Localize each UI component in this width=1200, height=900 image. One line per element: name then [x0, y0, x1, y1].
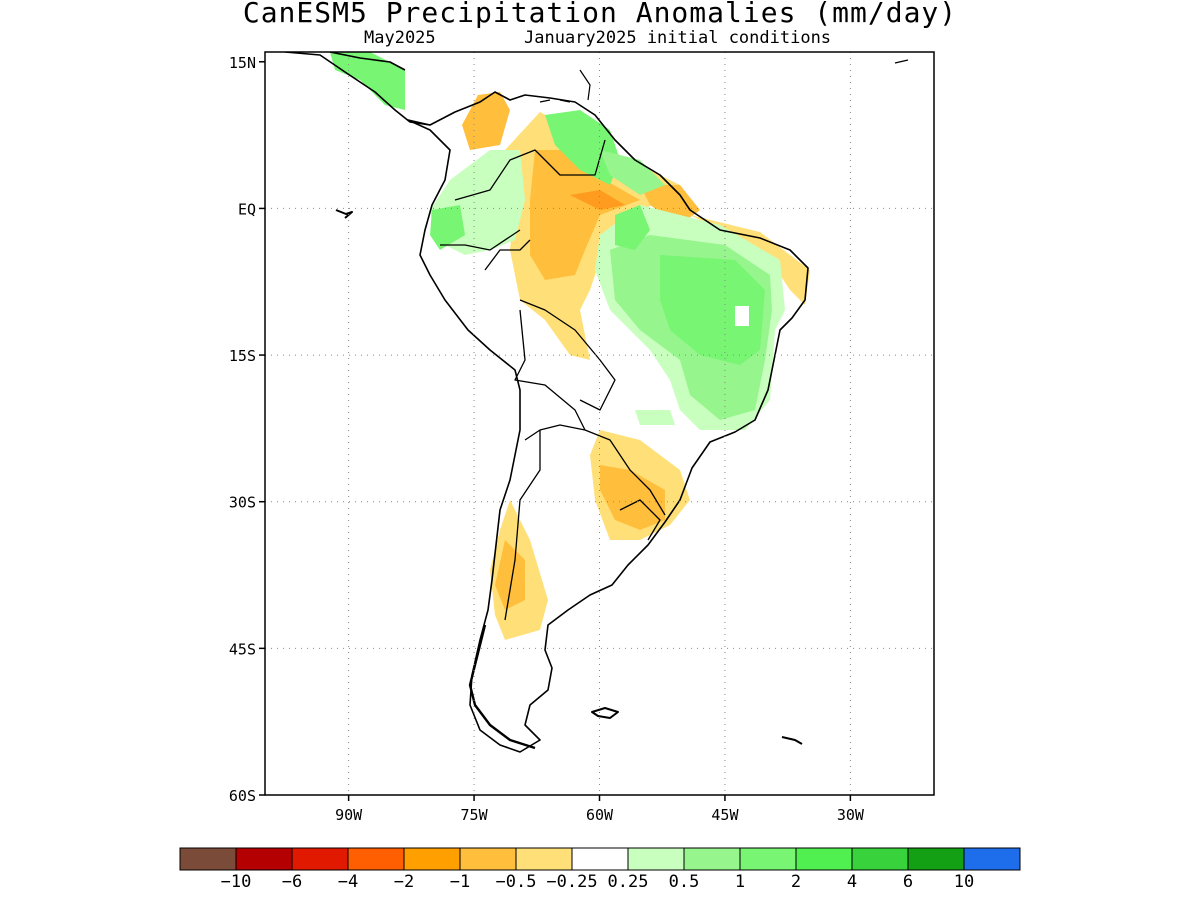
map-area	[284, 52, 909, 753]
colorbar-label: −6	[282, 872, 302, 892]
initial-conditions: January2025 initial conditions	[524, 28, 832, 48]
dry-anomaly-ne-coast	[690, 215, 810, 305]
south-america-coastline	[407, 91, 809, 753]
colorbar-label: 6	[903, 872, 913, 892]
lat-tick-label: 60S	[229, 787, 256, 805]
wet-anomaly-paraguay	[635, 410, 675, 425]
colorbar-label: 0.5	[669, 872, 700, 892]
longitude-labels: 90W 75W 60W 45W 30W	[335, 795, 865, 824]
colorbar-swatch	[627, 847, 685, 871]
anomaly-fields	[330, 52, 810, 640]
chilean-fjords	[468, 624, 536, 750]
colorbar-swatch	[459, 847, 517, 871]
colorbar-label: 2	[791, 872, 801, 892]
dry-anomaly-amapa	[640, 185, 700, 225]
colorbar-swatch	[851, 847, 909, 871]
dry-anomaly-colombia	[462, 92, 510, 150]
wet-anomaly-central-america	[330, 52, 405, 110]
colorbar-swatch	[179, 847, 237, 871]
colorbar-label: −1	[450, 872, 470, 892]
galapagos	[335, 209, 353, 219]
moderate-dry-anomaly	[530, 150, 640, 280]
wet-anomaly-ecuador	[430, 205, 465, 250]
caribbean-islands	[539, 59, 909, 103]
colorbar-swatch	[235, 847, 293, 871]
colorbar-label: −10	[221, 872, 252, 892]
colorbar-swatch	[291, 847, 349, 871]
wet-anomaly-brazil-core	[660, 255, 765, 365]
lon-tick-label: 75W	[461, 806, 489, 824]
colorbar: −10 −6 −4 −2 −1 −0.5 −0.25 0.25 0.5 1 2 4 6 10	[179, 847, 1021, 892]
lon-tick-label: 30W	[837, 806, 865, 824]
coastlines	[284, 52, 909, 753]
wet-anomaly-suriname	[600, 150, 665, 195]
lat-tick-label: 15S	[229, 347, 256, 365]
lon-tick-label: 90W	[335, 806, 363, 824]
colorbar-swatch	[907, 847, 965, 871]
colorbar-label: 10	[954, 872, 974, 892]
lat-tick-label: 30S	[229, 494, 256, 512]
neutral-patch	[735, 306, 749, 326]
colorbar-label: −4	[338, 872, 358, 892]
central-america-coastline	[284, 52, 431, 126]
colorbar-label: −0.5	[496, 872, 537, 892]
colorbar-label: −0.25	[546, 872, 597, 892]
colorbar-swatch	[795, 847, 853, 871]
strong-dry-anomaly	[570, 190, 625, 210]
colorbar-label: 1	[735, 872, 745, 892]
lon-tick-label: 45W	[711, 806, 739, 824]
lon-tick-label: 60W	[586, 806, 614, 824]
country-borders	[440, 139, 666, 621]
colorbar-label: 4	[847, 872, 857, 892]
colorbar-label: −2	[394, 872, 414, 892]
wet-anomaly-guiana	[545, 110, 620, 185]
lat-tick-label: EQ	[238, 200, 256, 218]
colorbar-label: 0.25	[608, 872, 649, 892]
colorbar-swatch	[963, 847, 1021, 871]
latitude-labels: 15N EQ 15S 30S 45S 60S	[229, 54, 265, 805]
falkland-islands	[591, 707, 619, 719]
colorbar-swatch	[403, 847, 461, 871]
lat-tick-label: 15N	[229, 54, 256, 72]
lat-tick-label: 45S	[229, 640, 256, 658]
map-title: CanESM5 Precipitation Anomalies (mm/day)	[242, 0, 958, 29]
colorbar-swatch	[571, 847, 629, 871]
south-georgia	[781, 736, 803, 745]
colorbar-swatch	[739, 847, 797, 871]
wet-anomaly-para	[615, 205, 650, 250]
colorbar-swatch	[515, 847, 573, 871]
colorbar-swatch	[347, 847, 405, 871]
colorbar-swatch	[683, 847, 741, 871]
forecast-month: May2025	[364, 28, 436, 48]
dry-anomaly-uruguay	[600, 465, 665, 530]
dry-anomaly-chile-core	[495, 540, 525, 610]
